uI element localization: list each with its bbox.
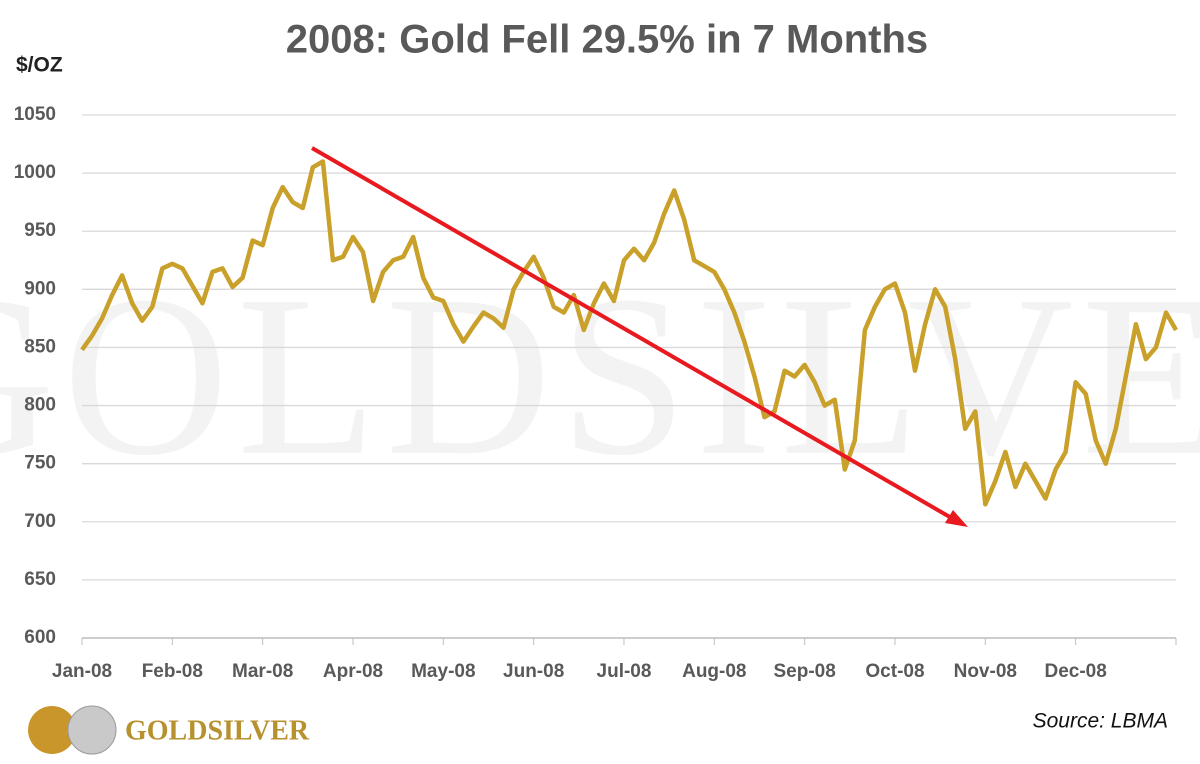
x-tick-label: Nov-08 bbox=[954, 661, 1017, 682]
x-tick-label: Oct-08 bbox=[865, 661, 924, 682]
y-tick-label: 1050 bbox=[14, 104, 56, 125]
x-tick-label: Aug-08 bbox=[682, 661, 746, 682]
y-axis-label: $/OZ bbox=[16, 54, 63, 77]
x-tick-label: May-08 bbox=[411, 661, 475, 682]
price-line bbox=[80, 159, 1178, 507]
chart-title: 2008: Gold Fell 29.5% in 7 Months bbox=[286, 18, 928, 62]
x-tick-label: Apr-08 bbox=[323, 661, 383, 682]
y-tick-label: 650 bbox=[24, 569, 56, 590]
y-tick-label: 750 bbox=[24, 453, 56, 474]
x-tick-label: Mar-08 bbox=[232, 661, 293, 682]
silver-coin bbox=[67, 705, 117, 755]
x-tick-label: Sep-08 bbox=[773, 661, 835, 682]
y-tick-label: 600 bbox=[24, 627, 56, 648]
gold-coin bbox=[28, 706, 76, 754]
y-tick-label: 1000 bbox=[14, 162, 56, 183]
y-tick-label: 850 bbox=[24, 336, 56, 357]
x-tick-label: Jan-08 bbox=[52, 661, 112, 682]
source-note: Source: LBMA bbox=[1033, 710, 1168, 733]
trend-arrow bbox=[310, 146, 957, 522]
x-tick-label: Feb-08 bbox=[142, 661, 203, 682]
y-tick-label: 900 bbox=[24, 278, 56, 299]
y-tick-label: 700 bbox=[24, 511, 56, 532]
x-tick-label: Jul-08 bbox=[597, 661, 652, 682]
watermark: GOLDSILVER bbox=[0, 248, 1200, 503]
x-tick-label: Jun-08 bbox=[503, 661, 564, 682]
y-tick-label: 800 bbox=[24, 395, 56, 416]
arrow-head bbox=[945, 510, 968, 527]
x-tick-label: Dec-08 bbox=[1044, 661, 1106, 682]
logo-text: GOLDSILVER bbox=[125, 715, 310, 746]
plot-area: 600 650 700 750 800 850 900 950 1000 1050 Jan-08 Fe… bbox=[14, 104, 1178, 682]
y-tick-label: 950 bbox=[24, 220, 56, 241]
